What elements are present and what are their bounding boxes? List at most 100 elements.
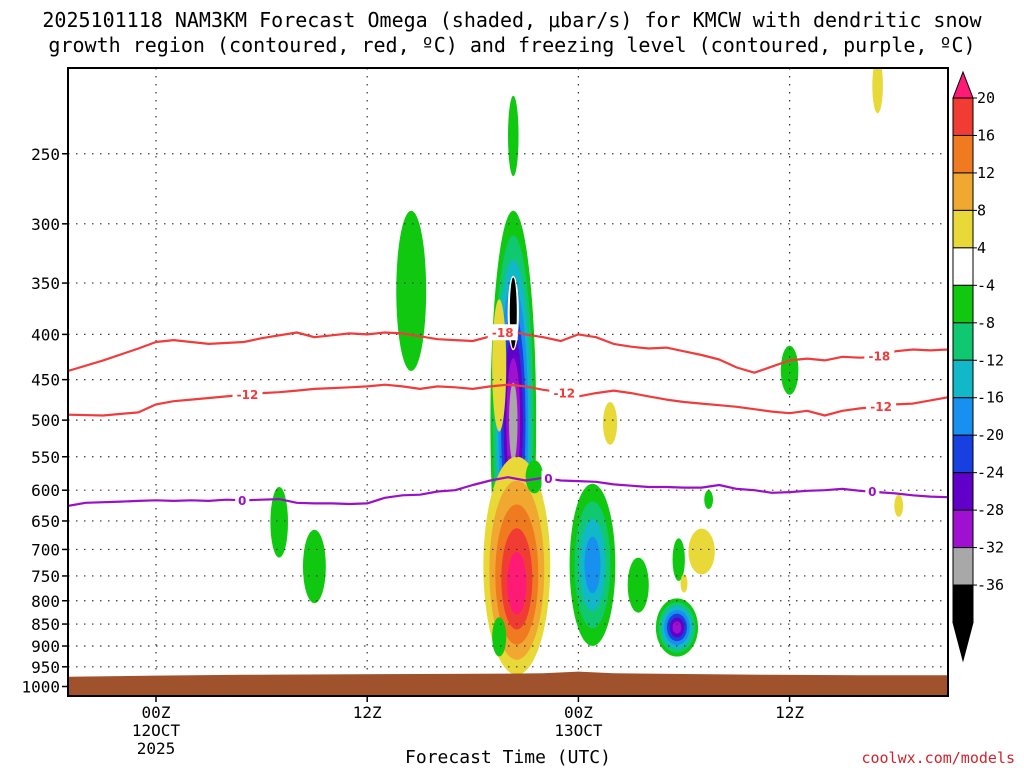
y-tick-label: 600 xyxy=(31,481,60,500)
omega-cell xyxy=(525,460,544,494)
omega-band xyxy=(396,210,427,372)
omega-band xyxy=(507,552,527,615)
x-tick-label: 12Z xyxy=(353,703,382,722)
omega-band xyxy=(302,529,326,604)
contour-line xyxy=(68,476,948,507)
x-tick-label: 00Z xyxy=(564,703,593,722)
colorbar-label: -32 xyxy=(977,539,1004,557)
omega-cell xyxy=(1009,480,1024,552)
title: 2025101118 NAM3KM Forecast Omega (shaded… xyxy=(42,8,982,57)
omega-band xyxy=(704,490,714,509)
terrain-fill xyxy=(68,671,948,696)
y-tick-label: 250 xyxy=(31,145,60,164)
omega-band xyxy=(1006,320,1024,384)
colorbar-label: -28 xyxy=(977,501,1004,519)
y-tick-label: 650 xyxy=(31,512,60,531)
omega-cell xyxy=(704,490,714,509)
colorbar-bottom-triangle xyxy=(952,622,974,663)
y-tick-label: 750 xyxy=(31,567,60,586)
colorbar-label: 16 xyxy=(977,126,995,144)
omega-band xyxy=(584,536,601,594)
colorbar-label: -8 xyxy=(977,314,995,332)
y-tick-label: 950 xyxy=(31,658,60,677)
contour-label-bg xyxy=(865,483,880,500)
y-tick-label: 850 xyxy=(31,615,60,634)
omega-cell xyxy=(688,528,715,575)
omega-cell xyxy=(780,345,799,395)
contour-dendritic-lower: -12 -12 -12 xyxy=(68,383,948,417)
x-tick-label: 13OCT xyxy=(554,721,603,740)
terrain xyxy=(68,671,948,696)
omega-band xyxy=(780,345,799,395)
y-tick-label: 350 xyxy=(31,274,60,293)
omega-band xyxy=(270,486,289,558)
contour-label: -12 xyxy=(870,400,892,414)
omega-cell xyxy=(270,486,289,558)
contour-label: 0 xyxy=(544,472,552,486)
colorbar-label: 12 xyxy=(977,164,995,182)
omega-cell xyxy=(302,529,326,604)
colorbar-swatch xyxy=(952,547,974,586)
y-tick-label: 700 xyxy=(31,540,60,559)
title-line-2: growth region (contoured, red, ºC) and f… xyxy=(48,33,975,57)
contour-freezing-level: 0 0 0 xyxy=(68,470,948,509)
x-tick-label: 12OCT xyxy=(132,721,181,740)
colorbar-label: -4 xyxy=(977,276,995,294)
y-tick-label: 550 xyxy=(31,448,60,467)
x-axis-title: Forecast Time (UTC) xyxy=(405,747,611,768)
colorbar-label: -16 xyxy=(977,389,1004,407)
colorbar-label: -24 xyxy=(977,464,1004,482)
contour-label: -12 xyxy=(237,388,259,402)
y-tick-label: 1000 xyxy=(21,678,60,697)
y-tick-label: 500 xyxy=(31,411,60,430)
omega-band xyxy=(492,617,507,657)
contour-label-bg xyxy=(487,324,518,341)
contour-line xyxy=(68,329,948,374)
colorbar-swatch xyxy=(952,584,974,624)
omega-cell xyxy=(655,598,699,657)
y-tick-label: 450 xyxy=(31,371,60,390)
omega-band xyxy=(688,528,715,575)
contour-label-bg xyxy=(541,470,556,487)
colorbar: 20 16 12 8 4 -4 -8 -12 -16 -20 -24 -28 -32 -36 xyxy=(952,70,1004,663)
omega-band xyxy=(872,68,883,114)
contour-label-bg xyxy=(864,348,895,365)
omega-cell xyxy=(1006,320,1024,384)
colorbar-label: -36 xyxy=(977,576,1004,594)
omega-band xyxy=(603,402,618,445)
omega-band xyxy=(672,621,682,634)
omega-band xyxy=(672,538,685,582)
omega-band xyxy=(680,574,688,593)
colorbar-swatch xyxy=(952,247,974,286)
x-tick-label: 00Z xyxy=(142,703,171,722)
omega-band xyxy=(492,299,507,432)
colorbar-label: -12 xyxy=(977,351,1004,369)
colorbar-swatch xyxy=(952,509,974,549)
omega-band xyxy=(894,494,904,517)
y-tick-label: 800 xyxy=(31,592,60,611)
omega-cell xyxy=(894,494,904,517)
credit-text: coolwx.com/models xyxy=(861,749,1015,767)
colorbar-top-triangle xyxy=(952,70,974,99)
contour-label: -18 xyxy=(492,326,514,340)
omega-cell xyxy=(680,574,688,593)
contour-label-bg xyxy=(232,386,263,403)
y-tick-label: 900 xyxy=(31,637,60,656)
x-tick-label: 12Z xyxy=(775,703,804,722)
contour-label: 0 xyxy=(868,485,876,499)
omega-band xyxy=(509,382,518,462)
colorbar-swatch xyxy=(952,134,974,174)
colorbar-swatch xyxy=(952,397,974,436)
omega-band xyxy=(1009,480,1024,552)
omega-cell xyxy=(492,299,507,432)
contour-label-bg xyxy=(866,398,897,415)
plot-frame xyxy=(67,67,949,697)
y-tick-label: 400 xyxy=(31,325,60,344)
colorbar-swatch xyxy=(952,284,974,324)
contour-label: -18 xyxy=(869,350,891,364)
contour-dendritic-upper: -18 -18 xyxy=(68,324,948,374)
colorbar-swatch xyxy=(952,472,974,511)
colorbar-swatch xyxy=(952,97,974,136)
